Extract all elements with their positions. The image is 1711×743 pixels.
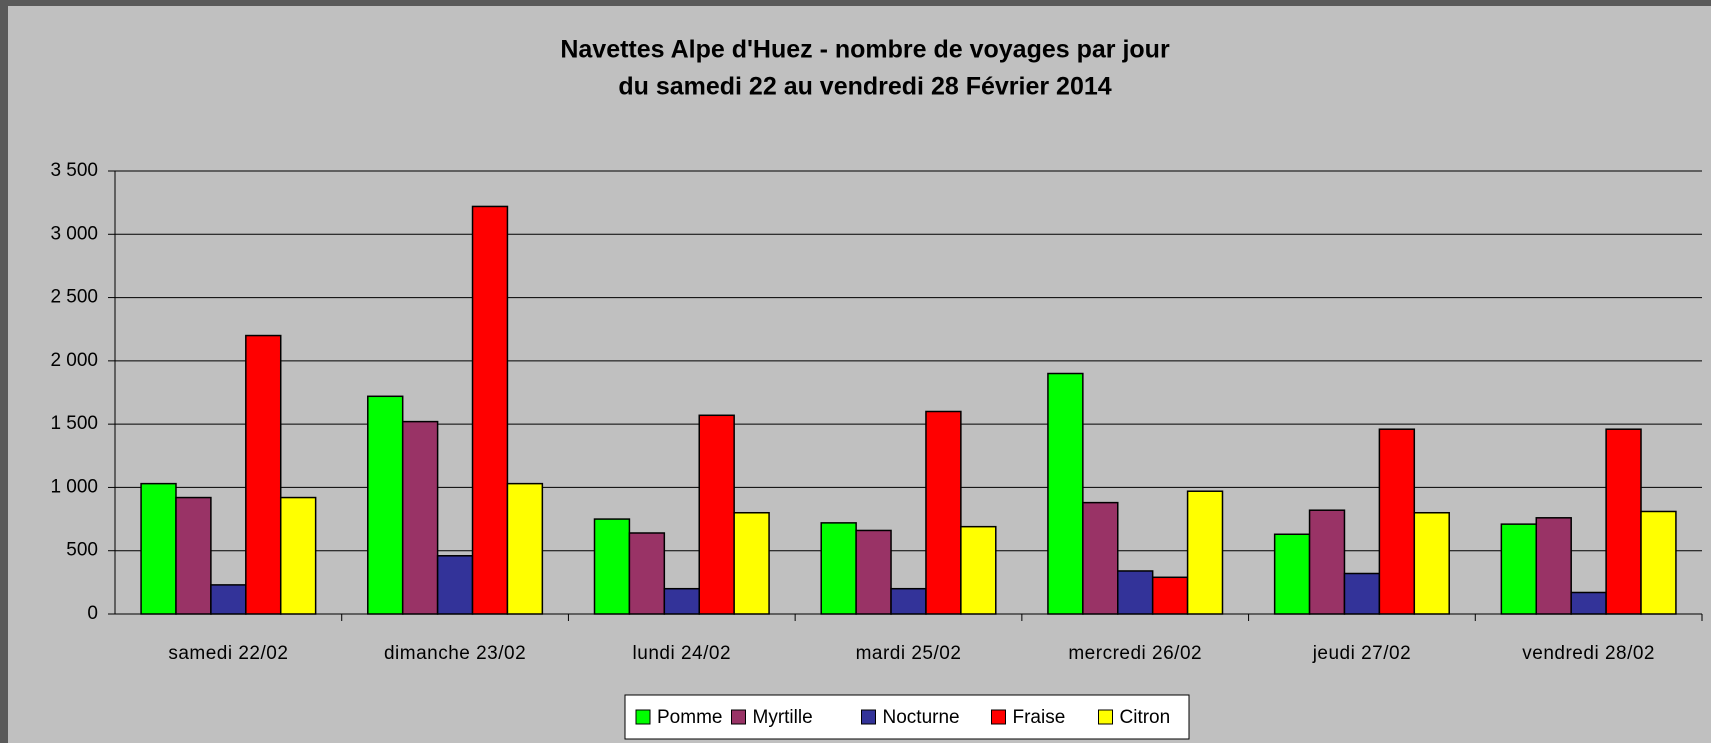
x-tick-label: lundi 24/02 xyxy=(633,643,731,664)
bar xyxy=(663,587,700,615)
bar xyxy=(279,496,317,615)
legend-label: Pomme xyxy=(657,707,722,728)
x-tick-label: jeudi 27/02 xyxy=(1312,643,1411,664)
bar xyxy=(140,482,177,615)
y-tick-label: 2 000 xyxy=(50,350,98,371)
legend-swatch xyxy=(635,709,651,725)
legend-label: Myrtille xyxy=(753,707,813,728)
bar xyxy=(628,532,666,615)
legend-box xyxy=(624,694,1190,740)
x-tick-label: samedi 22/02 xyxy=(168,643,288,664)
bar xyxy=(1186,490,1224,615)
bar xyxy=(890,587,927,615)
x-tick-label: dimanche 23/02 xyxy=(384,643,526,664)
y-tick-label: 0 xyxy=(87,603,98,624)
bar xyxy=(1308,509,1346,615)
bar xyxy=(698,414,735,615)
legend-swatch xyxy=(1098,709,1113,725)
bar xyxy=(733,511,770,615)
legend-swatch xyxy=(861,709,876,725)
bar xyxy=(1413,511,1450,615)
bar xyxy=(925,410,962,615)
bar xyxy=(210,584,247,615)
bar xyxy=(1535,517,1572,615)
chart-title: Navettes Alpe d'Huez - nombre de voyages… xyxy=(560,36,1170,64)
bar xyxy=(471,205,509,615)
x-tick-label: vendredi 28/02 xyxy=(1522,643,1655,664)
x-tick-label: mercredi 26/02 xyxy=(1068,643,1202,664)
chart-area xyxy=(8,6,1711,743)
bar xyxy=(820,522,857,615)
bar xyxy=(855,529,892,615)
legend-swatch xyxy=(731,709,746,725)
bar xyxy=(1570,591,1607,615)
bar xyxy=(1117,570,1154,615)
bar xyxy=(367,395,404,615)
bar xyxy=(1343,572,1381,615)
legend-swatch xyxy=(991,709,1006,725)
chart-subtitle: du samedi 22 au vendredi 28 Février 2014 xyxy=(618,73,1111,101)
legend-label: Fraise xyxy=(1013,707,1066,728)
bar xyxy=(1378,428,1416,615)
legend-label: Citron xyxy=(1120,707,1171,728)
legend-label: Nocturne xyxy=(883,707,960,728)
bar xyxy=(436,555,474,615)
bar xyxy=(401,420,439,615)
y-tick-label: 3 500 xyxy=(50,160,98,181)
bar xyxy=(245,334,282,615)
bar xyxy=(593,518,631,615)
bar xyxy=(1273,533,1311,615)
bar xyxy=(1500,523,1538,615)
y-tick-label: 1 500 xyxy=(50,413,98,434)
bar xyxy=(1640,510,1677,615)
bar xyxy=(1082,501,1119,615)
bar xyxy=(175,496,212,615)
bar xyxy=(1047,372,1084,615)
y-tick-label: 1 000 xyxy=(50,476,98,497)
y-tick-label: 3 000 xyxy=(50,223,98,244)
y-tick-label: 2 500 xyxy=(50,287,98,308)
bar xyxy=(960,525,997,615)
x-tick-label: mardi 25/02 xyxy=(856,643,962,664)
bar xyxy=(1151,576,1189,615)
y-tick-label: 500 xyxy=(66,540,98,561)
bar xyxy=(1605,428,1642,615)
bar xyxy=(506,482,544,615)
